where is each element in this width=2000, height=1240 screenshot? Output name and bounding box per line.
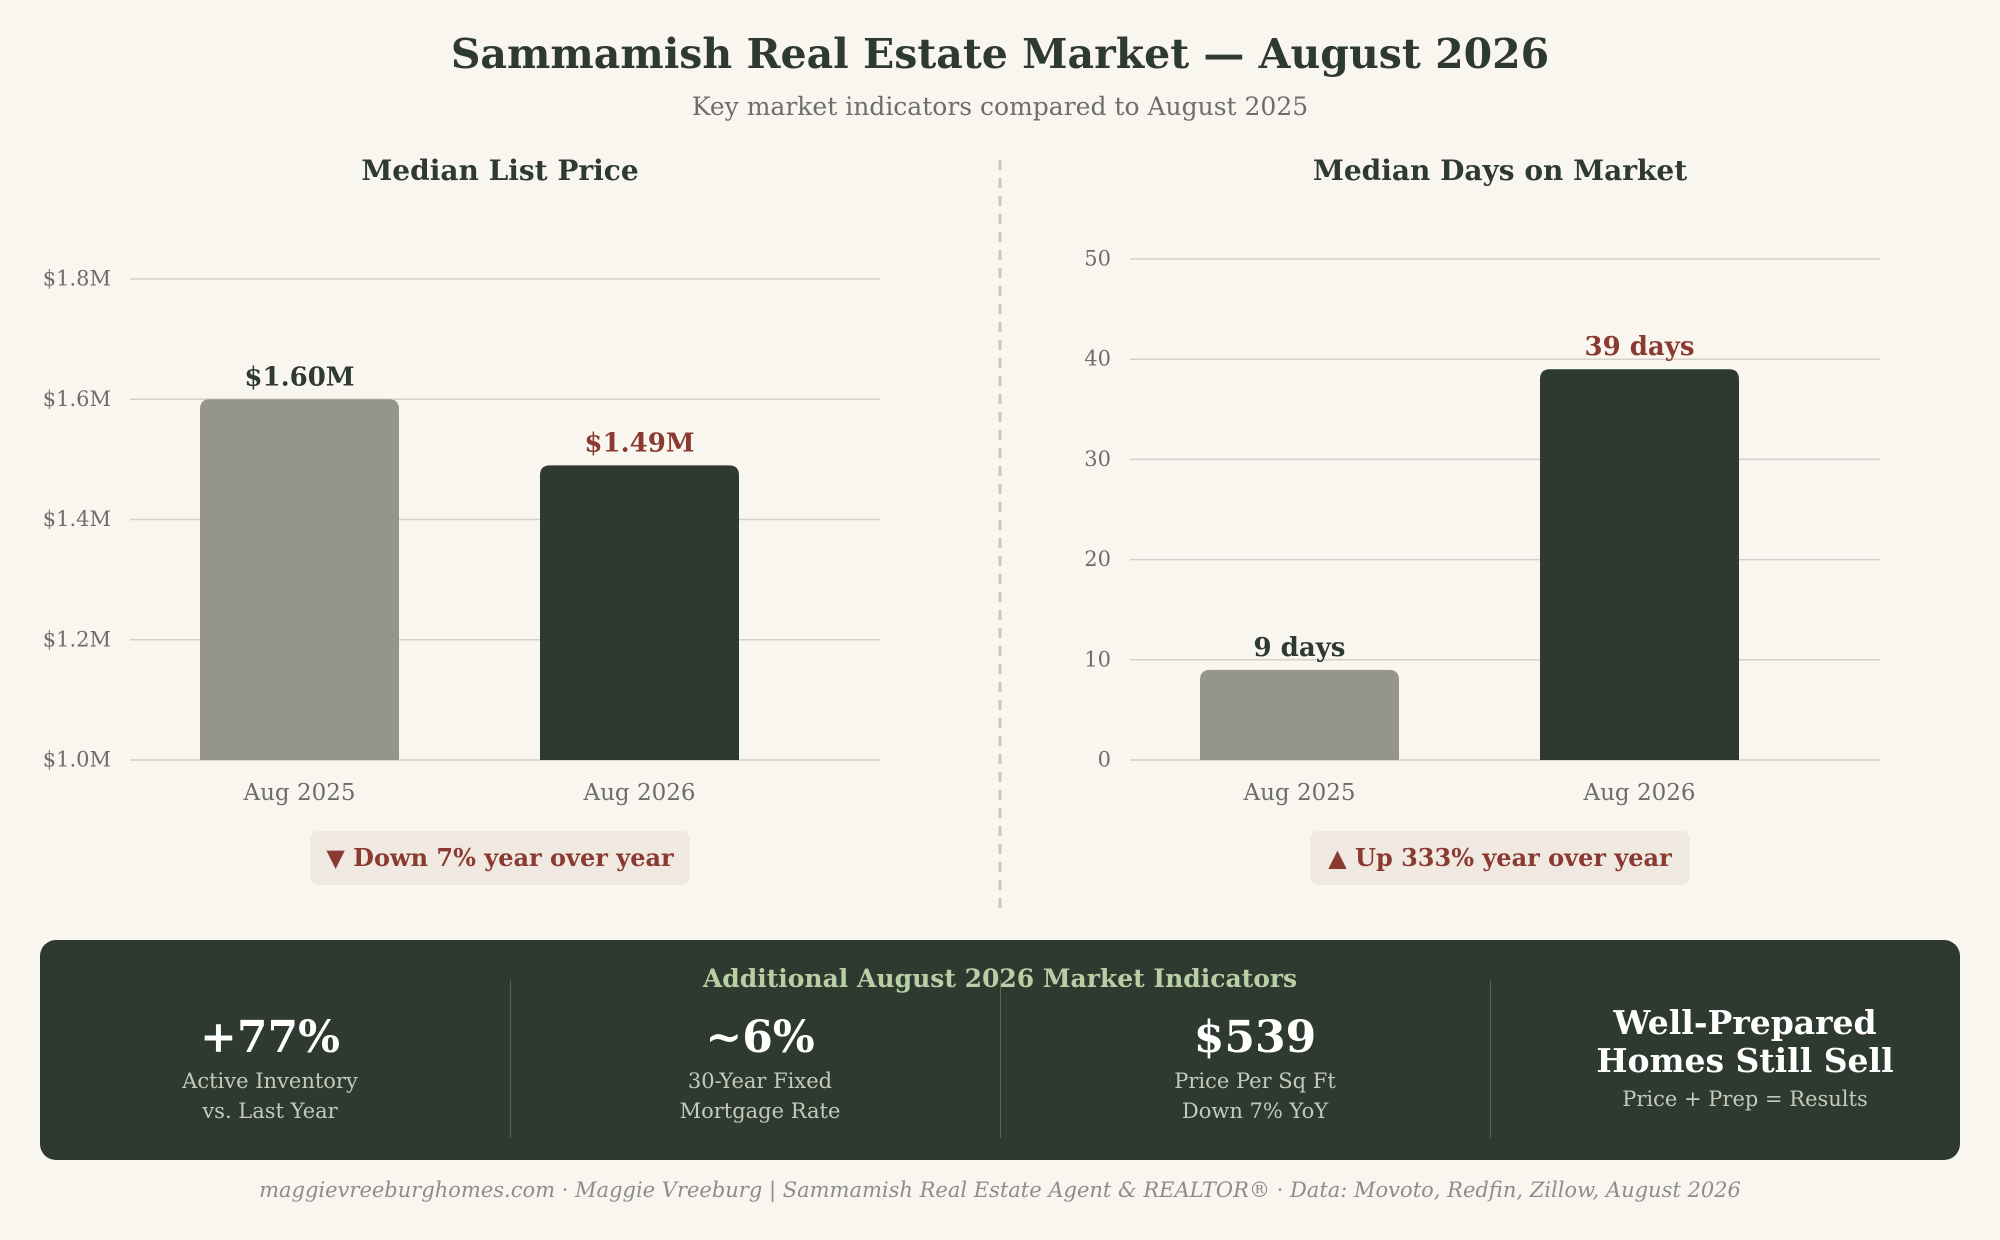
panel-divider: [1000, 980, 1001, 1138]
data-label: 39 days: [1584, 332, 1694, 362]
footer-credits: maggievreeburghomes.com · Maggie Vreebur…: [259, 1178, 1741, 1202]
indicators-panel: Additional August 2026 Market Indicators…: [40, 940, 1960, 1160]
days-change-badge: ▲ Up 333% year over year: [1310, 831, 1690, 885]
y-tick-label: 40: [1084, 347, 1111, 371]
stat-label: Down 7% YoY: [1181, 1099, 1329, 1123]
bar: [1540, 369, 1739, 760]
y-tick-label: 30: [1084, 447, 1111, 471]
stat-label: vs. Last Year: [202, 1099, 338, 1123]
charts-area: Median List Price $1.0M $1.2M $1.4M $1.6M $1.…: [43, 154, 1880, 912]
message-line: Homes Still Sell: [1596, 1041, 1894, 1080]
x-tick-label: Aug 2026: [1583, 780, 1696, 806]
stat-value: ~6%: [705, 1012, 815, 1063]
indicators-title: Additional August 2026 Market Indicators: [702, 964, 1298, 993]
bar: [540, 465, 739, 760]
y-tick-label: 10: [1084, 647, 1111, 671]
stat-value: +77%: [200, 1012, 340, 1063]
y-tick-label: $1.4M: [43, 507, 111, 531]
x-tick-label: Aug 2025: [243, 780, 356, 806]
x-tick-label: Aug 2025: [1243, 780, 1356, 806]
y-tick-label: $1.0M: [43, 748, 111, 772]
price-change-badge: ▼ Down 7% year over year: [310, 831, 690, 885]
bar: [1200, 669, 1399, 760]
median-list-price-chart: Median List Price $1.0M $1.2M $1.4M $1.6M $1.…: [43, 154, 880, 806]
chart-title: Median List Price: [361, 154, 638, 187]
bar: [200, 399, 399, 760]
y-tick-label: 0: [1098, 748, 1111, 772]
chart-title: Median Days on Market: [1313, 154, 1687, 187]
y-tick-label: 50: [1084, 247, 1111, 271]
message-tagline: Price + Prep = Results: [1622, 1087, 1868, 1111]
stat-value: $539: [1193, 1012, 1317, 1063]
stat-label: Active Inventory: [182, 1069, 358, 1093]
panel-divider: [1490, 980, 1491, 1138]
median-days-on-market-chart: Median Days on Market 0 10 20 30 40 50 9 days Au…: [1084, 154, 1880, 806]
stat-message: Well-Prepared Homes Still Sell Price + P…: [1500, 1004, 1990, 1114]
y-tick-label: 20: [1084, 547, 1111, 571]
y-tick-label: $1.6M: [43, 387, 111, 411]
page-subtitle: Key market indicators compared to August…: [691, 92, 1309, 121]
page-title: Sammamish Real Estate Market — August 20…: [450, 30, 1550, 78]
message-line: Well-Prepared: [1613, 1003, 1877, 1042]
y-tick-label: $1.8M: [43, 267, 111, 291]
stat-active-inventory: +77% Active Inventory vs. Last Year: [25, 1010, 515, 1126]
stat-label: Price Per Sq Ft: [1174, 1069, 1336, 1093]
stat-label: 30-Year Fixed: [687, 1069, 833, 1093]
stat-price-per-sqft: $539 Price Per Sq Ft Down 7% YoY: [1010, 1010, 1500, 1126]
stat-mortgage-rate: ~6% 30-Year Fixed Mortgage Rate: [515, 1010, 1005, 1126]
data-label: 9 days: [1254, 633, 1346, 663]
panel-divider: [510, 980, 511, 1138]
y-tick-label: $1.2M: [43, 627, 111, 651]
data-label: $1.49M: [584, 428, 694, 458]
stat-label: Mortgage Rate: [679, 1099, 841, 1123]
data-label: $1.60M: [244, 362, 354, 392]
x-tick-label: Aug 2026: [583, 780, 696, 806]
